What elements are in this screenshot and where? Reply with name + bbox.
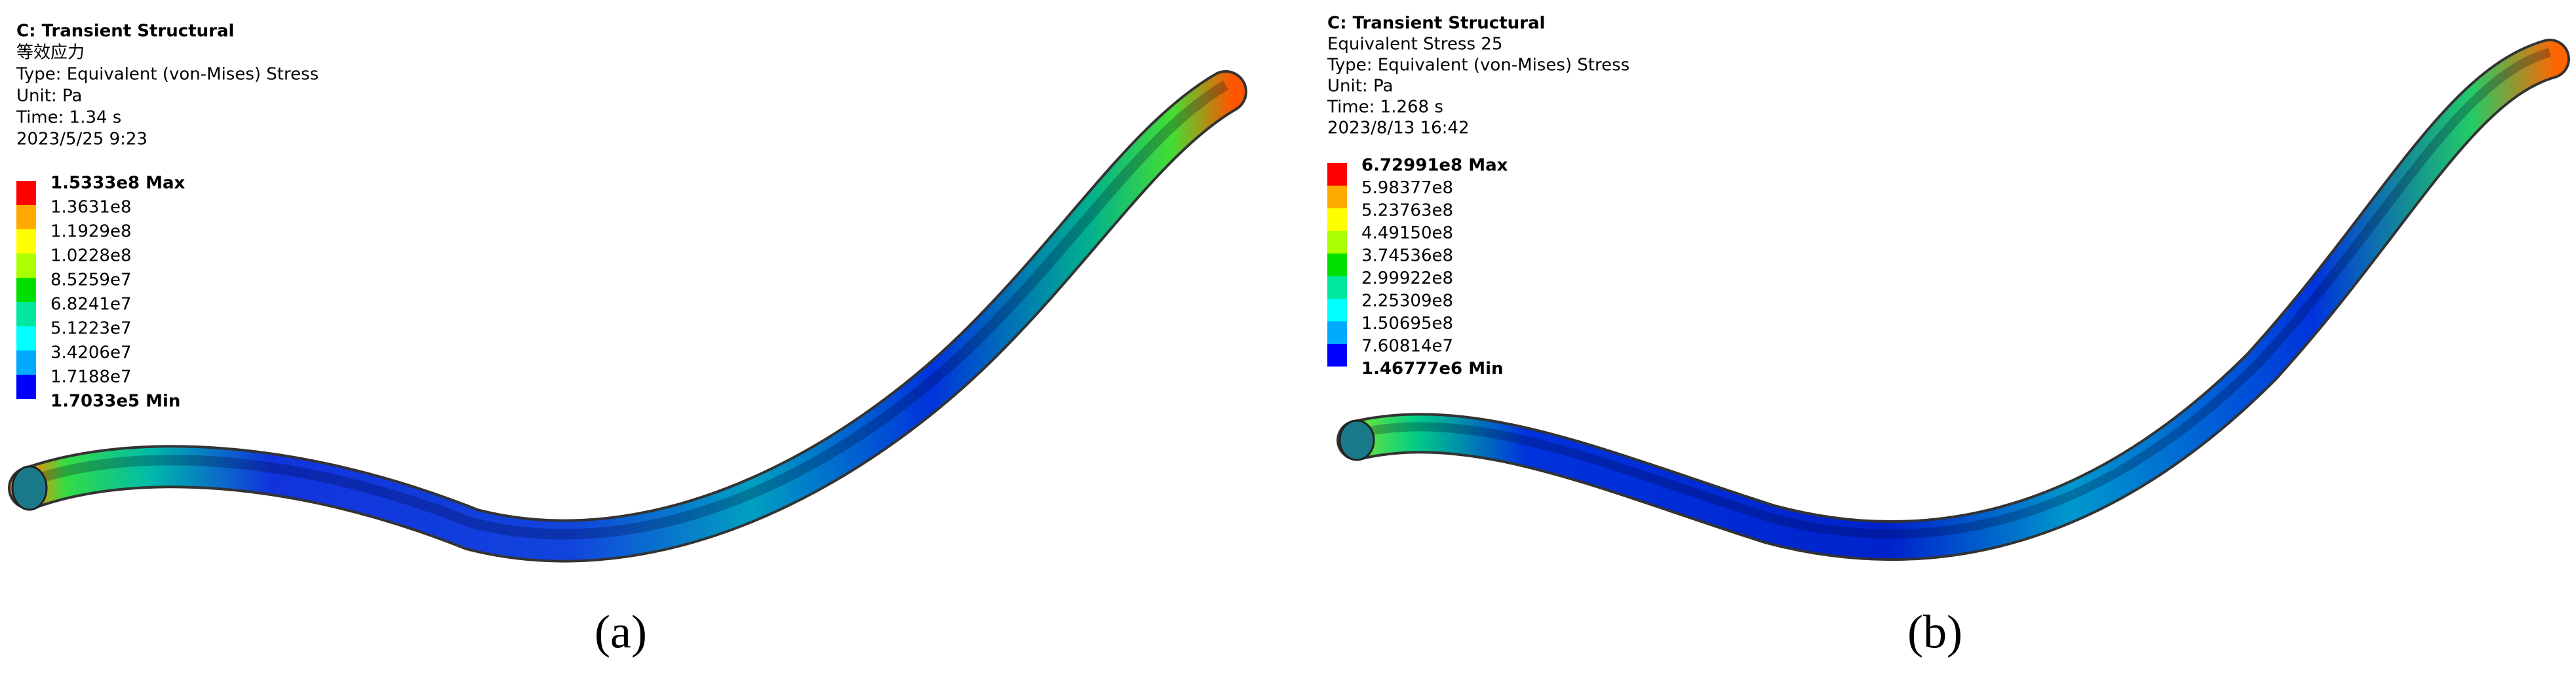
header-line: C: Transient Structural xyxy=(16,22,234,41)
legend-label: 1.0228e8 xyxy=(50,246,132,266)
legend-swatch xyxy=(1327,208,1347,231)
legend-label: 1.46777e6 Min xyxy=(1361,359,1504,379)
legend-label: 1.7033e5 Min xyxy=(50,392,180,411)
caption: (a) xyxy=(595,606,647,658)
legend-swatch xyxy=(16,278,36,302)
legend-swatch xyxy=(16,254,36,278)
legend-label: 4.49150e8 xyxy=(1361,223,1453,243)
header-line: 2023/8/13 16:42 xyxy=(1327,119,1470,138)
legend-label: 1.5333e8 Max xyxy=(50,174,185,193)
caption: (b) xyxy=(1907,606,1962,658)
header-line: Unit: Pa xyxy=(16,86,82,106)
legend-label: 2.99922e8 xyxy=(1361,269,1453,288)
header-line: Time: 1.268 s xyxy=(1327,98,1443,117)
legend-swatch xyxy=(16,229,36,254)
header-line: Type: Equivalent (von-Mises) Stress xyxy=(1327,56,1630,75)
legend-label: 8.5259e7 xyxy=(50,271,132,290)
legend-label: 3.4206e7 xyxy=(50,343,132,363)
legend-swatch xyxy=(1327,321,1347,344)
legend-swatch xyxy=(1327,163,1347,186)
header-line: 等效应力 xyxy=(16,43,85,63)
legend-label: 6.72991e8 Max xyxy=(1361,156,1508,176)
legend-label: 1.3631e8 xyxy=(50,198,132,218)
header-line: Equivalent Stress 25 xyxy=(1327,35,1502,54)
legend-swatch xyxy=(16,375,36,399)
legend-label: 2.25309e8 xyxy=(1361,292,1453,311)
tube-b xyxy=(1337,39,2570,561)
legend-swatch xyxy=(1327,231,1347,254)
legend-label: 5.23763e8 xyxy=(1361,201,1453,221)
legend-swatch xyxy=(16,302,36,326)
legend-swatch xyxy=(16,326,36,350)
legend-label: 7.60814e7 xyxy=(1361,337,1453,356)
legend-swatch xyxy=(1327,299,1347,322)
header-line: 2023/5/25 9:23 xyxy=(16,130,147,149)
legend-swatch xyxy=(1327,344,1347,367)
legend-label: 1.50695e8 xyxy=(1361,314,1453,333)
header-line: Time: 1.34 s xyxy=(16,108,121,128)
legend-swatch xyxy=(1327,185,1347,208)
legend-label: 6.8241e7 xyxy=(50,295,132,314)
legend-label: 1.1929e8 xyxy=(50,222,132,242)
legend-swatch xyxy=(1327,254,1347,276)
legend-label: 1.7188e7 xyxy=(50,368,132,387)
legend-label: 3.74536e8 xyxy=(1361,246,1453,266)
legend-swatch xyxy=(16,181,36,205)
legend-swatch xyxy=(16,205,36,229)
legend-label: 5.98377e8 xyxy=(1361,178,1453,198)
header-line: Type: Equivalent (von-Mises) Stress xyxy=(16,65,319,85)
header-line: Unit: Pa xyxy=(1327,77,1393,96)
tube-a xyxy=(8,70,1247,563)
legend-swatch xyxy=(1327,276,1347,299)
legend-swatch xyxy=(16,350,36,375)
legend-label: 5.1223e7 xyxy=(50,319,132,339)
header-line: C: Transient Structural xyxy=(1327,14,1545,33)
